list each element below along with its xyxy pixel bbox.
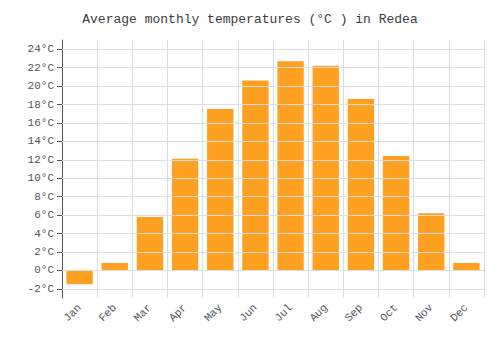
- svg-text:Aug: Aug: [308, 302, 330, 324]
- svg-text:14°C: 14°C: [28, 135, 55, 147]
- svg-text:10°C: 10°C: [28, 172, 55, 184]
- svg-text:0°C: 0°C: [34, 264, 54, 276]
- svg-text:Feb: Feb: [97, 302, 119, 324]
- svg-text:8°C: 8°C: [34, 191, 54, 203]
- svg-text:Dec: Dec: [448, 302, 470, 324]
- svg-text:Nov: Nov: [413, 301, 436, 324]
- svg-text:Jan: Jan: [61, 302, 83, 324]
- svg-text:Average monthly temperatures (: Average monthly temperatures (°C ) in Re…: [82, 12, 418, 27]
- svg-text:Mar: Mar: [132, 302, 154, 324]
- svg-text:May: May: [202, 301, 225, 324]
- svg-text:Jul: Jul: [272, 302, 294, 324]
- svg-text:16°C: 16°C: [28, 117, 55, 129]
- svg-text:Sep: Sep: [343, 302, 365, 324]
- svg-text:-2°C: -2°C: [28, 283, 55, 295]
- svg-text:Oct: Oct: [378, 302, 400, 324]
- svg-text:22°C: 22°C: [28, 62, 55, 74]
- svg-text:2°C: 2°C: [34, 246, 54, 258]
- svg-text:18°C: 18°C: [28, 99, 55, 111]
- svg-text:6°C: 6°C: [34, 209, 54, 221]
- svg-text:4°C: 4°C: [34, 228, 54, 240]
- svg-text:Apr: Apr: [167, 302, 189, 324]
- svg-text:Jun: Jun: [237, 302, 259, 324]
- svg-text:24°C: 24°C: [28, 43, 55, 55]
- svg-text:20°C: 20°C: [28, 80, 55, 92]
- svg-text:12°C: 12°C: [28, 154, 55, 166]
